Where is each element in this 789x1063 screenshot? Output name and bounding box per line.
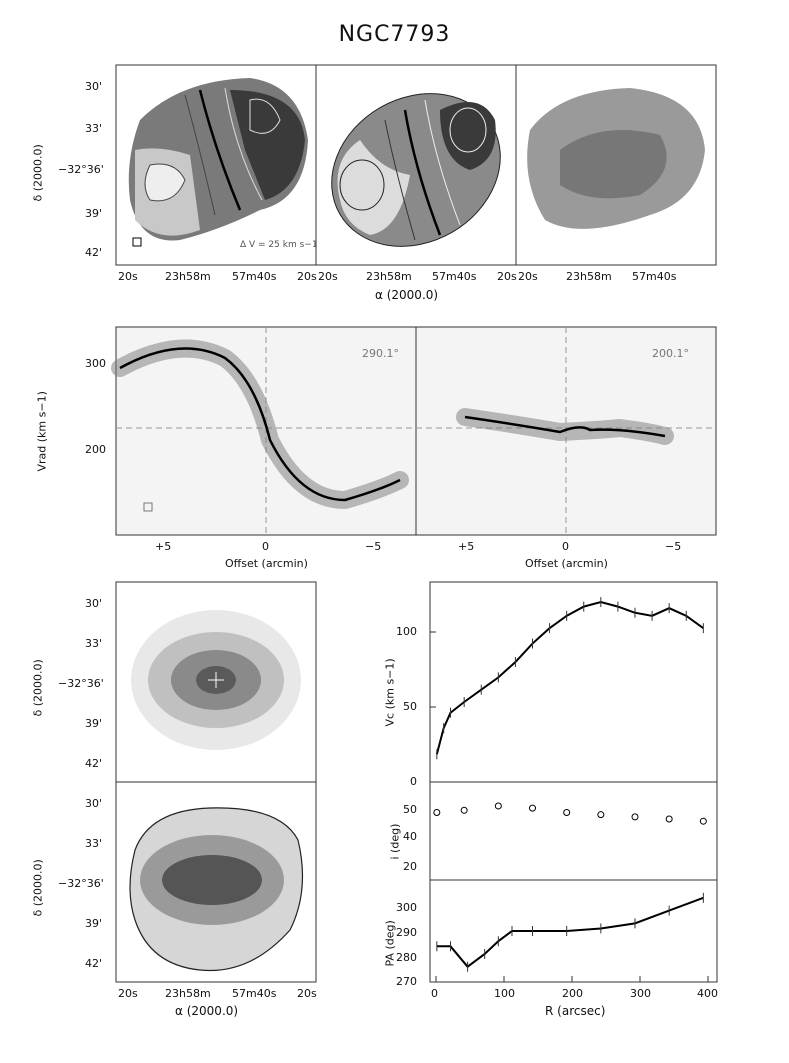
bl1-y-tick-1: 33' — [85, 637, 103, 650]
pa-x-tick-1: 100 — [494, 987, 515, 1000]
rotation-curve-line — [435, 600, 704, 755]
inclination-point — [529, 804, 536, 812]
contour-note: Δ V = 25 km s−1 — [240, 240, 318, 250]
pv-right-x-axis-label: Offset (arcmin) — [525, 557, 608, 570]
inc-y-tick-2: 50 — [403, 803, 417, 816]
pa-y-tick-3: 300 — [396, 901, 417, 914]
bl-x-tick-3: 20s — [297, 987, 317, 1000]
inc-y-axis-label: i (deg) — [388, 823, 402, 860]
pa-x-tick-2: 200 — [562, 987, 583, 1000]
pv-left-x-axis-label: Offset (arcmin) — [225, 557, 308, 570]
inclination-point — [631, 813, 639, 821]
inclination-series — [433, 802, 707, 825]
velocity-field-map — [128, 78, 308, 247]
model-velocity-map — [331, 93, 501, 247]
pa-x-tick-0: 0 — [431, 987, 438, 1000]
pa-x-tick-4: 400 — [697, 987, 718, 1000]
rc-y-tick-1: 50 — [403, 700, 417, 713]
pv-y-tick-200: 200 — [85, 443, 106, 456]
inclination-point — [433, 808, 441, 816]
top-left-x-tick-2: 57m40s — [232, 270, 277, 283]
bl-x-axis-label: α (2000.0) — [175, 1004, 239, 1018]
top-mid-x-tick-2: 57m40s — [432, 270, 477, 283]
top-y-tick-42: 42' — [85, 246, 103, 259]
hi-map — [129, 807, 304, 972]
figure-title: NGC7793 — [338, 22, 451, 47]
inclination-point — [665, 815, 673, 823]
bl-x-tick-0: 20s — [118, 987, 138, 1000]
bl1-y-tick-2: −32°36' — [58, 677, 104, 690]
bl1-y-tick-0: 30' — [85, 597, 103, 610]
inclination-point — [460, 806, 468, 814]
top-right-x-tick-2: 57m40s — [632, 270, 677, 283]
rotation-curve-panel — [429, 581, 718, 783]
bl1-y-tick-4: 42' — [85, 757, 103, 770]
pa-y-tick-1: 280 — [396, 951, 417, 964]
inclination-point — [563, 808, 571, 816]
top-right-x-tick-0: 20s — [518, 270, 538, 283]
pa-y-axis-label: PA (deg) — [383, 920, 397, 967]
pa-x-tick-3: 300 — [630, 987, 651, 1000]
top-y-tick-36: −32°36' — [58, 163, 104, 176]
top-y-tick-33: 33' — [85, 122, 103, 135]
pv-left-x-tick-0: +5 — [155, 540, 172, 553]
bl2-y-tick-1: 33' — [85, 837, 103, 850]
top-y-tick-30: 30' — [85, 80, 103, 93]
bl2-y-tick-3: 39' — [85, 917, 103, 930]
bl-x-tick-2: 57m40s — [232, 987, 277, 1000]
pv-curve-left — [119, 347, 401, 502]
top-left-x-tick-3: 20s — [297, 270, 317, 283]
inclination-point — [699, 817, 707, 825]
rc-y-axis-label: Vc (km s−1) — [383, 658, 397, 727]
pv-right-x-tick-0: +5 — [458, 540, 475, 553]
inc-y-tick-0: 20 — [403, 860, 417, 873]
pv-left-x-tick-2: −5 — [365, 540, 382, 553]
pa-series — [436, 892, 704, 972]
top-mid-x-tick-1: 23h58m — [366, 270, 412, 283]
top-mid-x-tick-3: 20s — [497, 270, 517, 283]
pv-angle-right: 200.1° — [652, 347, 689, 360]
bl-top-y-axis-label: δ (2000.0) — [31, 659, 45, 717]
residual-map — [527, 88, 705, 229]
pv-left-x-tick-1: 0 — [262, 540, 269, 553]
inclination-point — [494, 802, 502, 810]
pv-y-axis-label: Vrad (km s−1) — [35, 391, 49, 472]
top-x-axis-label: α (2000.0) — [375, 288, 439, 302]
pa-x-axis-label: R (arcsec) — [545, 1004, 606, 1018]
bl-bottom-y-axis-label: δ (2000.0) — [31, 859, 45, 917]
inclination-point — [597, 811, 605, 819]
optical-image — [131, 610, 301, 750]
pv-right-x-tick-2: −5 — [665, 540, 682, 553]
pv-curve-right — [464, 415, 666, 438]
pa-y-tick-2: 290 — [396, 926, 417, 939]
bl2-y-tick-2: −32°36' — [58, 877, 104, 890]
inclination-panel — [429, 781, 718, 881]
top-mid-x-tick-0: 20s — [318, 270, 338, 283]
top-left-x-tick-1: 23h58m — [165, 270, 211, 283]
pv-right-x-tick-1: 0 — [562, 540, 569, 553]
bl2-y-tick-4: 42' — [85, 957, 103, 970]
inc-y-tick-1: 40 — [403, 830, 417, 843]
top-left-x-tick-0: 20s — [118, 270, 138, 283]
top-right-x-tick-1: 23h58m — [566, 270, 612, 283]
pa-y-tick-0: 270 — [396, 975, 417, 988]
bl2-y-tick-0: 30' — [85, 797, 103, 810]
pv-angle-left: 290.1° — [362, 347, 399, 360]
bl-x-tick-1: 23h58m — [165, 987, 211, 1000]
bl1-y-tick-3: 39' — [85, 717, 103, 730]
top-y-tick-39: 39' — [85, 207, 103, 220]
pv-y-tick-300: 300 — [85, 357, 106, 370]
rotation-curve-series — [435, 597, 704, 760]
rc-y-tick-2: 100 — [396, 625, 417, 638]
rc-y-tick-0: 0 — [410, 775, 417, 788]
position-angle-line — [436, 896, 704, 969]
